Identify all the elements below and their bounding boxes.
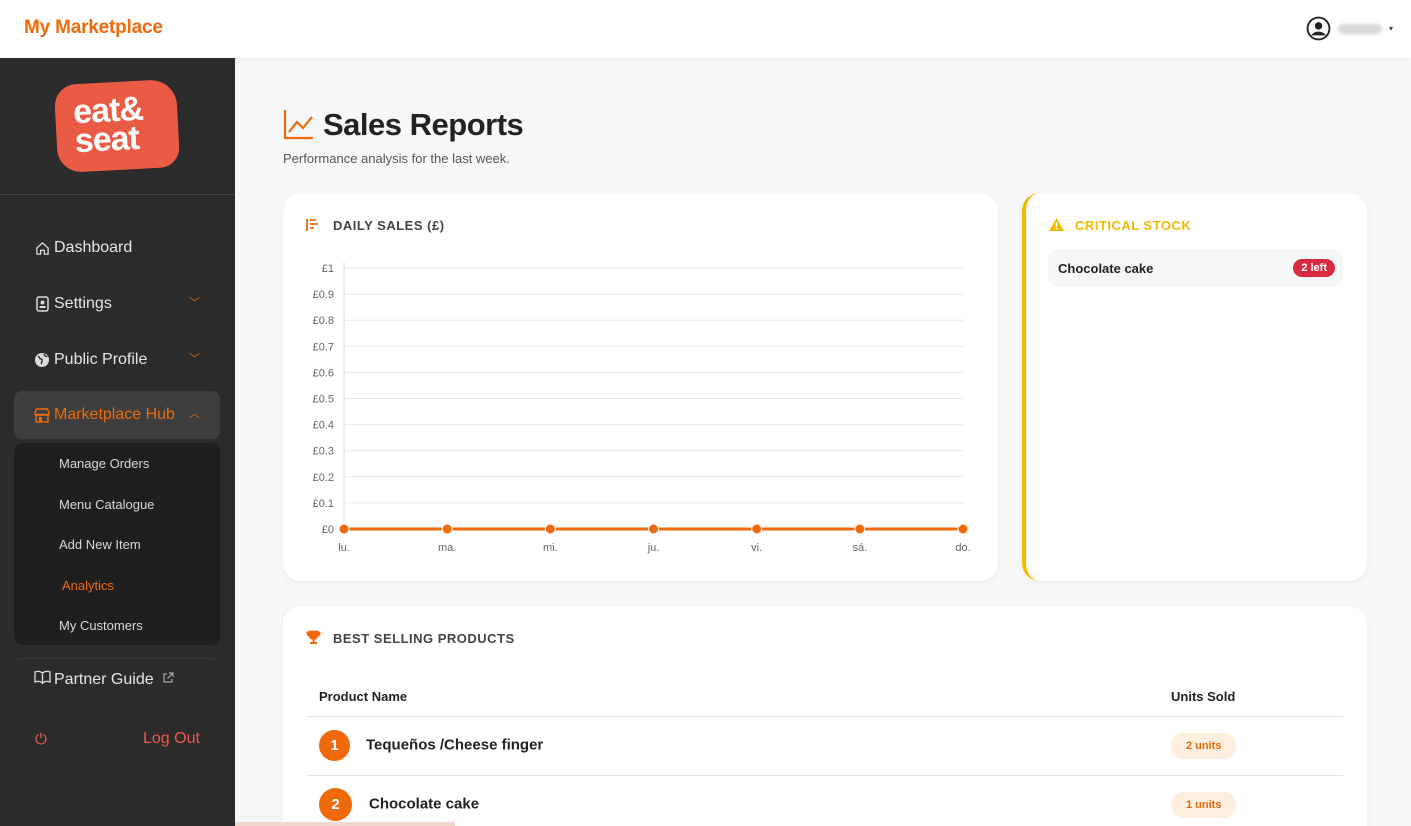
units-badge: 1 units [1171,791,1237,818]
book-icon [34,670,51,689]
x-tick-label: do. [955,542,970,554]
critical-stock-card: CRITICAL STOCK Chocolate cake 2 left [1022,193,1367,581]
units-badge: 2 units [1171,732,1237,759]
sidebar-item-public-profile[interactable]: Public Profile ﹀ [14,336,220,384]
top-bar: My Marketplace ▾ [0,0,1411,58]
subitem-my-customers[interactable]: My Customers [59,618,143,633]
y-tick-label: £0.8 [313,315,334,327]
subitem-manage-orders[interactable]: Manage Orders [59,456,150,471]
stock-item[interactable]: Chocolate cake 2 left [1048,249,1343,287]
sidebar-item-dashboard[interactable]: Dashboard [14,224,220,272]
page-title: Sales Reports [323,107,524,142]
y-tick-label: £0.4 [313,420,334,432]
subitem-add-new-item[interactable]: Add New Item [59,537,141,552]
data-point [338,523,350,535]
best-selling-card: BEST SELLING PRODUCTS Product Name Units… [283,606,1367,826]
globe-icon [34,352,50,368]
y-tick-label: £0.5 [313,394,334,406]
y-tick-label: £0.9 [313,289,334,301]
logout-button[interactable]: Log Out [143,730,200,747]
data-point [441,523,453,535]
user-name-blurred [1337,23,1382,34]
data-point [648,523,659,535]
sidebar-item-marketplace-hub[interactable]: Marketplace Hub ︿ [14,391,220,439]
rank-badge: 1 [319,730,350,761]
x-tick-label: lu. [338,542,350,554]
chevron-down-icon: ﹀ [189,297,200,309]
home-icon [34,241,50,256]
col-product-name[interactable]: Product Name [307,678,1171,717]
sidebar-item-label: Marketplace Hub [54,406,175,423]
trophy-icon [306,630,321,650]
y-tick-label: £0.1 [313,498,334,510]
sidebar-item-settings[interactable]: Settings ﹀ [14,280,220,328]
scroll-indicator [235,822,455,826]
x-tick-label: sá. [852,542,867,554]
user-circle-icon [1306,16,1331,41]
logo-area: eat& seat [0,58,235,195]
power-icon[interactable]: ⏻ [35,731,47,748]
best-selling-table: Product Name Units Sold 1 Tequeños /Chees… [307,678,1343,826]
chevron-down-icon: ﹀ [189,353,200,365]
data-point [854,523,866,535]
y-tick-label: £0.2 [313,472,334,484]
data-point [957,523,969,535]
x-tick-label: vi. [751,542,762,554]
table-row[interactable]: 1 Tequeños /Cheese finger 2 units [307,716,1343,776]
brand-title[interactable]: My Marketplace [24,17,163,38]
product-name: Tequeños /Cheese finger [366,736,544,754]
subitem-analytics[interactable]: Analytics [62,578,115,593]
daily-sales-card: DAILY SALES (£) £0 £0.1 £0.2 £0.3 £0.4 £0.5 £0… [283,193,998,581]
stock-item-name: Chocolate cake [1058,261,1154,276]
col-units-sold[interactable]: Units Sold [1171,678,1343,717]
y-tick-label: £1 [322,263,334,275]
table-header-row: Product Name Units Sold [307,678,1343,717]
id-card-icon [34,296,50,312]
partner-guide-label: Partner Guide [54,670,154,688]
x-tick-label: ma. [438,542,456,554]
caret-down-icon: ▾ [1388,24,1393,33]
sidebar: eat& seat Dashboard Settings ﹀ Public Pr… [0,58,235,826]
data-point [544,523,556,535]
y-tick-label: £0.7 [313,341,334,353]
daily-sales-title: DAILY SALES (£) [333,218,445,233]
product-name: Chocolate cake [369,795,480,813]
chevron-up-icon: ︿ [189,408,200,420]
rank-badge: 2 [319,788,352,821]
store-icon [34,407,50,423]
y-tick-label: £0 [322,524,334,536]
daily-sales-chart[interactable]: £0 £0.1 £0.2 £0.3 £0.4 £0.5 £0.6 £0.7 £0.8 £0.9 £1… [283,193,998,581]
chart-line-icon [283,108,315,145]
eat-seat-logo[interactable]: eat& seat [53,78,181,174]
critical-stock-title: CRITICAL STOCK [1075,218,1192,233]
data-point [751,523,763,535]
partner-guide-link[interactable]: Partner Guide [14,658,220,700]
warning-icon [1049,218,1064,236]
marketplace-submenu: Manage Orders Menu Catalogue Add New Ite… [14,443,220,645]
x-tick-label: mi. [543,542,558,554]
external-link-icon [162,671,174,689]
sidebar-item-label: Settings [54,295,112,312]
best-selling-title: BEST SELLING PRODUCTS [333,631,515,646]
page-subtitle: Performance analysis for the last week. [283,151,510,166]
bar-chart-icon [306,218,320,237]
table-row[interactable]: 2 Chocolate cake 1 units [307,775,1343,826]
y-tick-label: £0.6 [313,367,334,379]
y-tick-label: £0.3 [313,446,334,458]
user-menu[interactable]: ▾ [1306,16,1393,41]
x-tick-label: ju. [647,542,660,554]
subitem-menu-catalogue[interactable]: Menu Catalogue [59,497,155,512]
sidebar-item-label: Dashboard [54,239,133,256]
sidebar-item-label: Public Profile [54,351,148,368]
stock-left-badge: 2 left [1293,259,1335,277]
